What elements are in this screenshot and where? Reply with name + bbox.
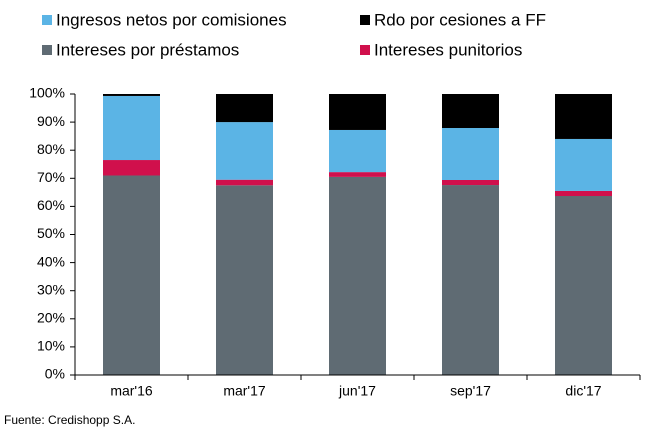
bar-segment — [329, 94, 386, 130]
y-tick-label: 90% — [37, 113, 65, 129]
bar-segment — [216, 94, 273, 123]
legend-label: Intereses punitorios — [374, 40, 522, 59]
bar-segment — [216, 185, 273, 375]
bar-segment — [442, 94, 499, 129]
legend-swatch — [42, 45, 52, 55]
bar-segment — [555, 196, 612, 375]
legend-swatch — [360, 15, 370, 25]
x-tick-label: mar'16 — [110, 383, 153, 399]
x-tick-label: mar'17 — [223, 383, 266, 399]
legend-label: Rdo por cesiones a FF — [374, 10, 546, 29]
bar-segment — [555, 94, 612, 139]
legend-label: Intereses por préstamos — [56, 40, 239, 59]
bar-segment — [442, 128, 499, 180]
bar-segment — [216, 122, 273, 180]
bar-segment — [103, 175, 160, 375]
y-tick-label: 20% — [37, 310, 65, 326]
y-tick-label: 60% — [37, 197, 65, 213]
bar-segment — [555, 138, 612, 191]
x-tick-label: sep'17 — [450, 383, 491, 399]
bar-segment — [329, 129, 386, 173]
x-tick-label: dic'17 — [565, 383, 601, 399]
bar-segment — [329, 172, 386, 177]
y-tick-label: 10% — [37, 338, 65, 354]
source-note: Fuente: Credishopp S.A. — [4, 413, 135, 427]
y-tick-label: 40% — [37, 253, 65, 269]
y-tick-label: 70% — [37, 169, 65, 185]
y-tick-label: 80% — [37, 141, 65, 157]
legend-swatch — [360, 45, 370, 55]
bar-segment — [103, 160, 160, 176]
x-tick-label: jun'17 — [338, 383, 376, 399]
bar-segment — [216, 179, 273, 186]
bar-segment — [442, 185, 499, 375]
bar-segment — [329, 176, 386, 375]
y-tick-label: 0% — [45, 366, 65, 382]
bar-segment — [103, 94, 160, 96]
y-tick-label: 30% — [37, 281, 65, 297]
bar-segment — [442, 179, 499, 186]
y-tick-label: 50% — [37, 225, 65, 241]
legend-label: Ingresos netos por comisiones — [56, 10, 287, 29]
legend-swatch — [42, 15, 52, 25]
bar-segment — [555, 190, 612, 197]
y-tick-label: 100% — [29, 85, 65, 101]
bar-segment — [103, 95, 160, 161]
